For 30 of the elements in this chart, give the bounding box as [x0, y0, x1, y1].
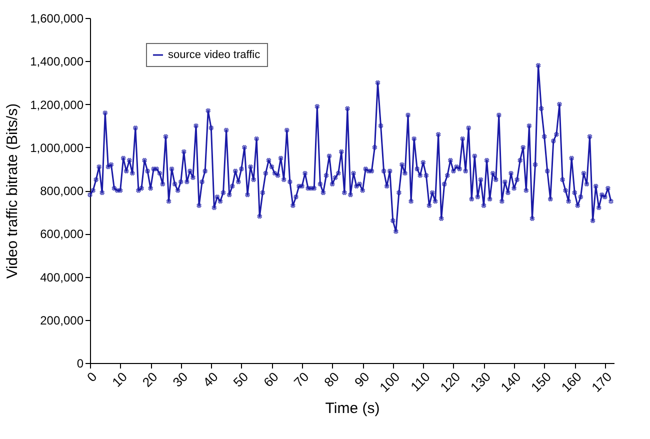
- y-tick-label: 1,200,000: [30, 98, 84, 112]
- x-axis-title: Time (s): [325, 400, 380, 418]
- y-tick-label: 800,000: [40, 184, 84, 198]
- x-tick-label: 160: [558, 369, 584, 396]
- x-tick-label: 110: [408, 369, 433, 394]
- x-tick-label: 70: [290, 369, 312, 390]
- x-tick-label: 150: [528, 369, 554, 396]
- x-tick-label: 100: [376, 369, 403, 396]
- y-axis-title: Video traffic bitrate (Bits/s): [4, 103, 22, 279]
- x-tick-label: 60: [260, 369, 282, 390]
- x-tick-label: 170: [588, 369, 615, 396]
- y-tick-label: 200,000: [40, 313, 84, 328]
- x-tick-label: 0: [84, 369, 100, 385]
- x-tick-label: 80: [321, 369, 342, 390]
- y-tick-label: 0: [76, 356, 84, 370]
- y-tick-label: 1,600,000: [30, 12, 84, 26]
- y-tick-label: 1,000,000: [30, 140, 84, 155]
- x-tick-label: 140: [498, 369, 524, 396]
- x-tick-label: 130: [467, 369, 494, 396]
- x-tick-label: 90: [351, 369, 372, 390]
- x-tick-label: 30: [170, 369, 191, 390]
- x-tick-label: 120: [437, 369, 464, 396]
- y-tick-label: 400,000: [40, 270, 84, 284]
- y-tick-label: 1,400,000: [30, 54, 84, 69]
- x-tick-label: 10: [109, 369, 130, 390]
- y-tick-label: 600,000: [40, 227, 84, 242]
- x-tick-label: 40: [200, 369, 221, 390]
- x-tick-label: 50: [230, 369, 252, 390]
- legend-label: source video traffic: [168, 49, 261, 61]
- x-tick-label: 20: [139, 369, 160, 390]
